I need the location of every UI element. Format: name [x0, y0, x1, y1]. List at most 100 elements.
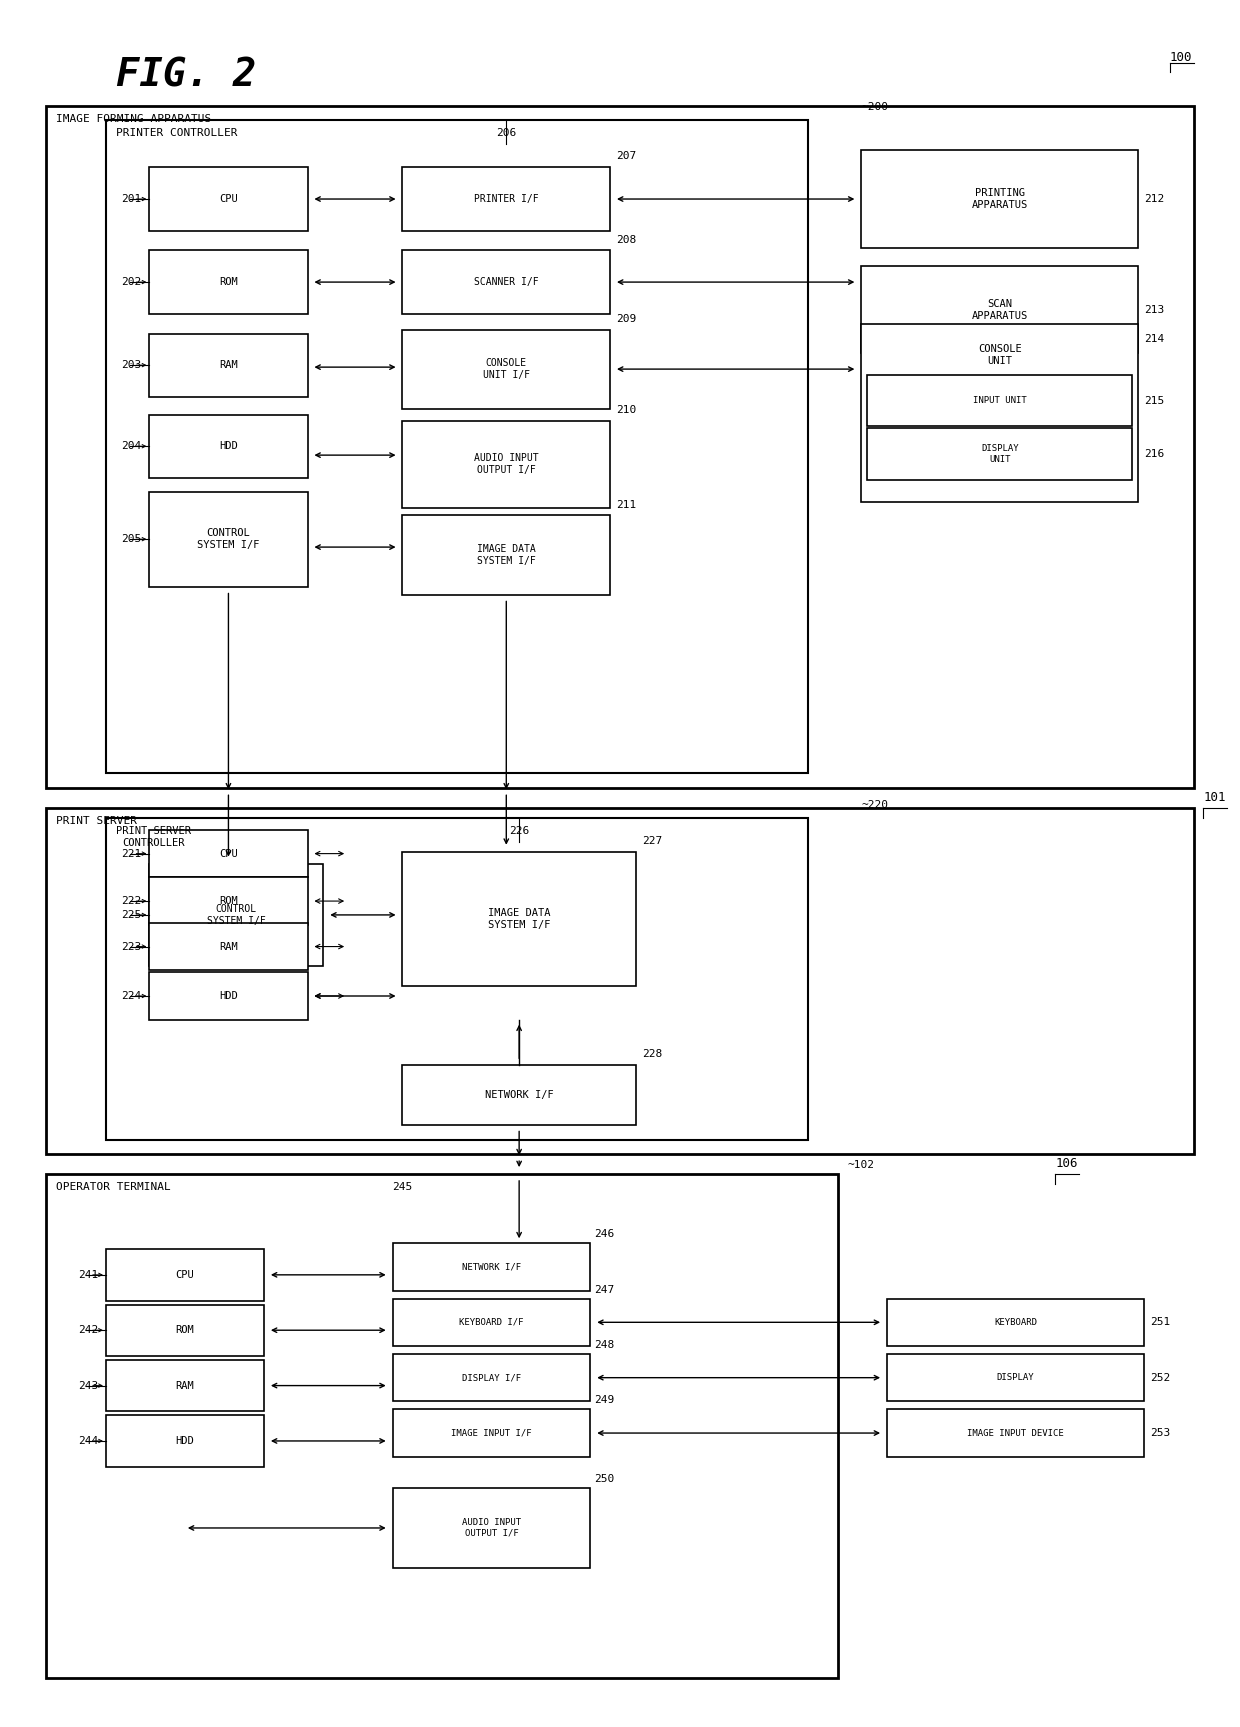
Text: SCAN
APPARATUS: SCAN APPARATUS: [972, 299, 1028, 321]
Bar: [403, 420, 610, 508]
Bar: [887, 1409, 1145, 1458]
Text: 216: 216: [1145, 449, 1164, 459]
Bar: [862, 150, 1138, 249]
Text: FIG. 2: FIG. 2: [115, 57, 255, 95]
Text: CPU: CPU: [219, 848, 238, 858]
Bar: [867, 375, 1132, 427]
Bar: [149, 864, 324, 967]
Bar: [862, 323, 1138, 501]
Bar: [393, 1243, 590, 1290]
Text: DISPLAY
UNIT: DISPLAY UNIT: [981, 444, 1018, 465]
Bar: [149, 877, 308, 924]
Text: INPUT UNIT: INPUT UNIT: [973, 395, 1027, 406]
Text: ~102: ~102: [847, 1161, 874, 1169]
Text: HDD: HDD: [219, 991, 238, 1002]
Bar: [393, 1354, 590, 1401]
Text: KEYBOARD: KEYBOARD: [994, 1318, 1037, 1326]
Text: SCANNER I/F: SCANNER I/F: [474, 276, 538, 287]
Bar: [887, 1354, 1145, 1401]
Text: 245: 245: [393, 1181, 413, 1192]
Text: 204: 204: [122, 440, 141, 451]
Text: CONSOLE
UNIT I/F: CONSOLE UNIT I/F: [482, 357, 529, 380]
Bar: [403, 168, 610, 231]
Text: PRINT SERVER: PRINT SERVER: [56, 817, 138, 826]
Text: DISPLAY I/F: DISPLAY I/F: [461, 1373, 521, 1382]
Text: ~220: ~220: [862, 800, 888, 810]
Bar: [149, 831, 308, 877]
Text: 206: 206: [496, 128, 516, 138]
Text: PRINTING
APPARATUS: PRINTING APPARATUS: [972, 188, 1028, 209]
Text: AUDIO INPUT
OUTPUT I/F: AUDIO INPUT OUTPUT I/F: [474, 452, 538, 475]
Bar: [149, 414, 308, 478]
Bar: [149, 492, 308, 587]
Text: 248: 248: [594, 1340, 615, 1351]
Text: IMAGE INPUT DEVICE: IMAGE INPUT DEVICE: [967, 1428, 1064, 1437]
Text: 251: 251: [1149, 1318, 1171, 1328]
Text: NETWORK I/F: NETWORK I/F: [485, 1090, 553, 1100]
Text: PRINTER I/F: PRINTER I/F: [474, 193, 538, 204]
Text: ROM: ROM: [176, 1325, 195, 1335]
Text: 253: 253: [1149, 1428, 1171, 1439]
Bar: [105, 1304, 264, 1356]
Bar: [403, 1066, 636, 1124]
Text: 101: 101: [1203, 791, 1226, 805]
Text: 241: 241: [78, 1269, 98, 1280]
Text: 221: 221: [122, 848, 141, 858]
Bar: [105, 1359, 264, 1411]
Bar: [393, 1489, 590, 1568]
Text: 106: 106: [1055, 1157, 1078, 1169]
Text: 252: 252: [1149, 1373, 1171, 1383]
Text: 223: 223: [122, 941, 141, 952]
Bar: [403, 515, 610, 594]
Text: DISPLAY: DISPLAY: [997, 1373, 1034, 1382]
Text: 201: 201: [122, 193, 141, 204]
Bar: [403, 250, 610, 314]
Text: CONSOLE
UNIT: CONSOLE UNIT: [978, 344, 1022, 366]
Bar: [393, 1299, 590, 1345]
Text: 249: 249: [594, 1395, 615, 1406]
Bar: [403, 330, 610, 409]
Text: 209: 209: [616, 314, 636, 323]
Text: 228: 228: [642, 1050, 662, 1059]
Text: RAM: RAM: [219, 941, 238, 952]
Text: ROM: ROM: [219, 896, 238, 907]
Text: HDD: HDD: [176, 1435, 195, 1445]
Text: IMAGE DATA
SYSTEM I/F: IMAGE DATA SYSTEM I/F: [487, 908, 551, 929]
Bar: [149, 250, 308, 314]
Text: 244: 244: [78, 1435, 98, 1445]
Bar: [867, 428, 1132, 480]
Text: OPERATOR TERMINAL: OPERATOR TERMINAL: [56, 1181, 171, 1192]
Bar: [149, 922, 308, 971]
Text: CPU: CPU: [176, 1269, 195, 1280]
Text: PRINTER CONTROLLER: PRINTER CONTROLLER: [115, 128, 237, 138]
Bar: [149, 168, 308, 231]
Text: 214: 214: [1145, 333, 1164, 344]
Text: 205: 205: [122, 534, 141, 544]
Text: 215: 215: [1145, 395, 1164, 406]
Text: NETWORK I/F: NETWORK I/F: [461, 1262, 521, 1271]
Bar: [105, 819, 808, 1140]
Bar: [887, 1299, 1145, 1345]
Text: AUDIO INPUT
OUTPUT I/F: AUDIO INPUT OUTPUT I/F: [461, 1518, 521, 1537]
Text: 224: 224: [122, 991, 141, 1002]
Text: CPU: CPU: [219, 193, 238, 204]
Text: 247: 247: [594, 1285, 615, 1295]
Text: 227: 227: [642, 836, 662, 846]
Text: PRINT SERVER
CONTROLLER: PRINT SERVER CONTROLLER: [115, 826, 191, 848]
Bar: [393, 1409, 590, 1458]
Text: ~200: ~200: [862, 102, 888, 112]
Text: HDD: HDD: [219, 440, 238, 451]
Text: ROM: ROM: [219, 276, 238, 287]
Text: RAM: RAM: [176, 1380, 195, 1390]
Text: 246: 246: [594, 1230, 615, 1240]
Text: 222: 222: [122, 896, 141, 907]
Text: 226: 226: [508, 826, 529, 836]
Text: 202: 202: [122, 276, 141, 287]
Text: IMAGE INPUT I/F: IMAGE INPUT I/F: [451, 1428, 532, 1437]
Bar: [862, 266, 1138, 354]
Text: CONTROL
SYSTEM I/F: CONTROL SYSTEM I/F: [197, 528, 259, 549]
Text: 211: 211: [616, 499, 636, 509]
Bar: [46, 105, 1194, 788]
Text: 207: 207: [616, 152, 636, 161]
Text: RAM: RAM: [219, 361, 238, 370]
